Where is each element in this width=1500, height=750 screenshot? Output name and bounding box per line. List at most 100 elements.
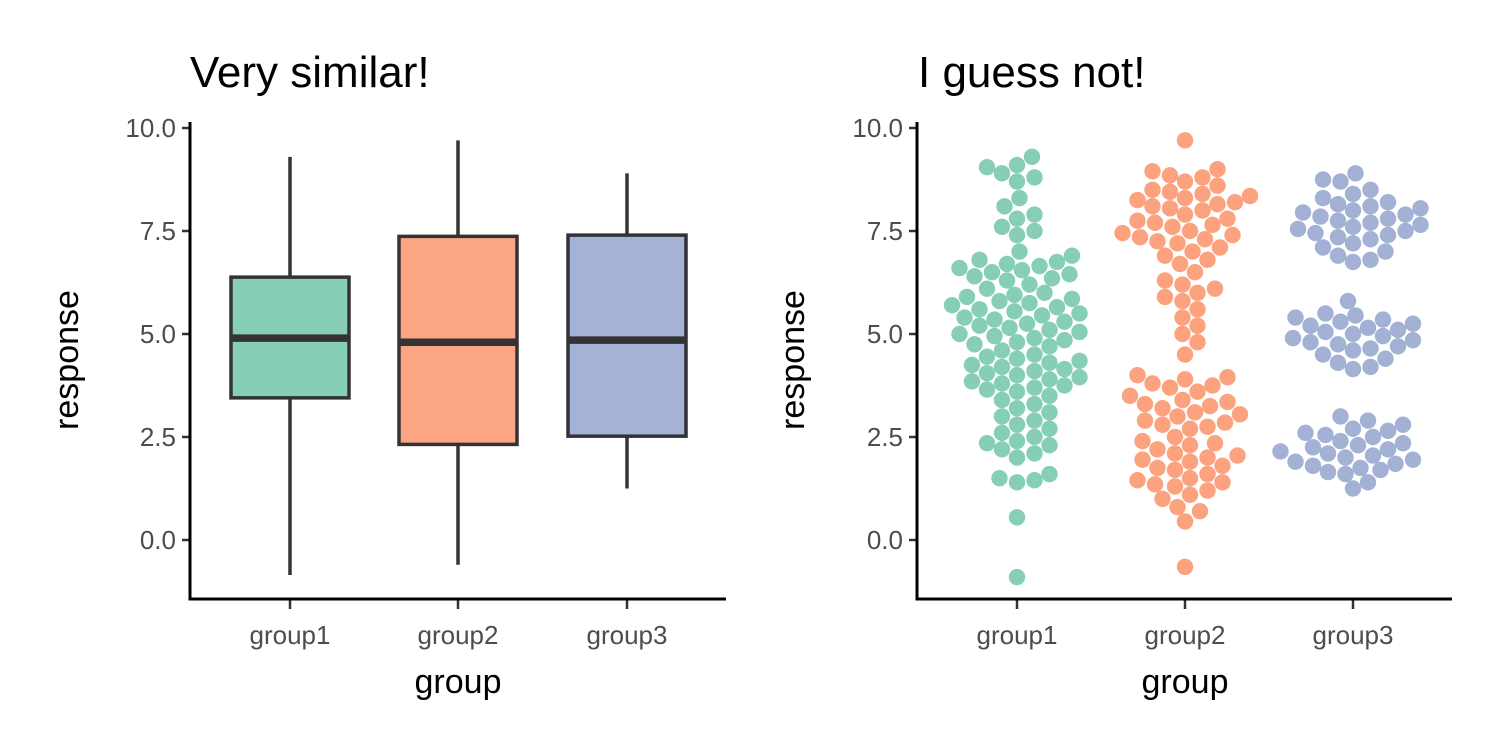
data-point: [971, 251, 988, 269]
data-point: [1404, 331, 1422, 349]
data-point: [1063, 247, 1081, 264]
data-point: [1036, 284, 1053, 301]
data-point: [1364, 447, 1382, 464]
data-point: [1229, 447, 1246, 464]
data-point: [1204, 377, 1221, 394]
x-tick-label: group3: [587, 620, 668, 650]
data-point: [1008, 334, 1026, 351]
data-point: [1149, 233, 1166, 250]
data-point: [1314, 346, 1332, 363]
data-point: [951, 325, 968, 343]
data-point: [986, 311, 1003, 328]
data-point: [1219, 369, 1236, 386]
data-point: [1071, 323, 1088, 341]
data-point: [1199, 482, 1216, 499]
data-point: [1161, 379, 1179, 396]
data-point: [1056, 313, 1073, 330]
data-point: [1307, 224, 1324, 242]
data-point: [991, 292, 1008, 310]
data-point: [1008, 509, 1026, 526]
y-tick-label: 2.5: [867, 422, 903, 452]
data-point: [1389, 321, 1407, 339]
data-point: [1008, 399, 1026, 417]
data-point: [1189, 284, 1206, 301]
data-point: [1176, 206, 1194, 223]
data-point: [1176, 558, 1194, 575]
data-point: [1166, 445, 1184, 462]
data-point: [1144, 181, 1161, 198]
data-point: [1287, 309, 1304, 326]
data-point: [1071, 305, 1088, 322]
data-point: [1144, 163, 1161, 180]
data-point: [1056, 360, 1073, 378]
data-point: [1169, 408, 1186, 425]
data-point: [1377, 350, 1394, 367]
data-point: [1056, 377, 1073, 394]
data-point: [1362, 214, 1379, 231]
data-point: [1154, 490, 1171, 507]
data-point: [1176, 371, 1194, 388]
data-point: [1161, 183, 1179, 201]
boxplot-panel: Very similar! 0.02.55.07.510.0 group1 gro…: [48, 48, 726, 701]
data-point: [1337, 465, 1354, 483]
data-point: [1026, 412, 1043, 429]
data-point: [1181, 420, 1199, 437]
dots-group2: [1114, 132, 1259, 575]
data-point: [1317, 305, 1334, 322]
data-point: [1377, 243, 1394, 260]
data-point: [1372, 461, 1389, 479]
data-point: [1359, 412, 1377, 429]
data-point: [998, 272, 1016, 289]
data-point: [1337, 449, 1354, 466]
dots-group1: [943, 148, 1088, 586]
data-point: [1186, 404, 1204, 421]
data-point: [1204, 216, 1221, 234]
data-point: [1181, 437, 1199, 454]
data-point: [1404, 315, 1422, 332]
data-point: [1329, 196, 1347, 213]
data-point: [1412, 200, 1429, 217]
data-point: [1347, 165, 1364, 182]
data-point: [1161, 200, 1179, 217]
data-point: [1379, 193, 1397, 211]
data-point: [1304, 457, 1322, 475]
data-point: [1041, 437, 1058, 454]
x-axis-label: group: [1142, 663, 1229, 701]
data-point: [1026, 222, 1043, 240]
data-point: [1317, 323, 1334, 341]
data-point: [1026, 169, 1043, 186]
data-point: [1181, 486, 1199, 503]
plot-area: [229, 140, 688, 576]
data-point: [1041, 465, 1058, 483]
data-point: [1199, 465, 1216, 483]
data-point: [1134, 432, 1151, 450]
data-point: [1314, 171, 1332, 188]
data-point: [1359, 319, 1377, 337]
data-point: [1352, 459, 1369, 477]
data-point: [1129, 191, 1146, 209]
chart-title: I guess not!: [918, 48, 1145, 97]
data-point: [1026, 445, 1043, 462]
data-point: [1302, 334, 1319, 351]
data-point: [1041, 371, 1058, 388]
data-point: [956, 309, 973, 326]
data-point: [1362, 340, 1379, 357]
data-point: [1209, 196, 1226, 213]
data-point: [1189, 317, 1206, 334]
data-point: [1211, 239, 1229, 256]
data-point: [1144, 375, 1161, 392]
data-point: [1314, 189, 1332, 207]
data-point: [1174, 309, 1191, 326]
data-point: [1397, 206, 1414, 223]
data-point: [958, 288, 976, 306]
data-point: [1344, 480, 1362, 497]
data-point: [993, 391, 1011, 409]
plot-area: [943, 132, 1429, 586]
data-point: [1394, 434, 1412, 452]
data-point: [1048, 299, 1066, 316]
data-point: [1033, 307, 1051, 324]
data-point: [1129, 212, 1146, 229]
data-point: [1302, 317, 1319, 334]
data-point: [971, 301, 988, 318]
data-point: [1026, 346, 1043, 363]
